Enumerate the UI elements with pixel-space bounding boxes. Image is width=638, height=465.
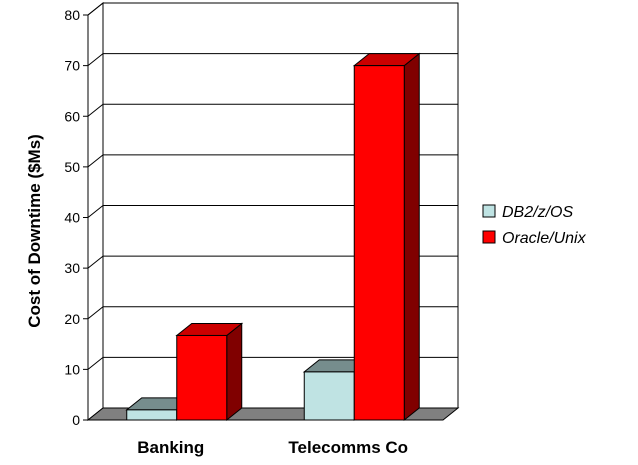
y-tick-label: 40 [64,210,80,226]
legend-swatch [482,204,496,218]
y-tick-label: 20 [64,311,80,327]
x-tick-label: Banking [137,438,204,457]
bar-db2-z-os-telecomms-co-front [303,371,355,421]
y-tick-label: 80 [64,7,80,23]
bar-oracle-unix-banking-front [176,334,228,421]
bar-oracle-unix-telecomms-co-side [403,52,420,422]
legend-item: Oracle/Unix [482,230,587,247]
gridline [87,306,104,320]
bar-db2-z-os-banking-front [126,409,178,421]
gridline [87,255,104,269]
y-tick-label: 10 [64,361,80,377]
y-tick-label: 70 [64,58,80,74]
gridline [87,103,104,117]
y-tick-label: 30 [64,260,80,276]
x-tick-label: Telecomms Co [288,438,408,457]
bars [125,52,421,422]
y-tick-label: 50 [64,159,80,175]
gridline [87,205,104,218]
legend-label: DB2/z/OS [502,204,573,221]
bar-oracle-unix-banking-side [226,322,243,422]
gridline [87,2,104,16]
bar-oracle-unix-telecomms-co [352,52,421,422]
bar-oracle-unix-banking [175,322,244,422]
legend-swatch [482,230,496,244]
y-tick-label: 0 [72,412,80,428]
gridline [87,53,104,67]
bar-oracle-unix-telecomms-co-front [353,65,405,421]
legend-item: DB2/z/OS [482,204,573,221]
gridline [87,154,104,168]
gridline [87,356,104,370]
y-axis: 0 10 20 30 40 50 60 70 80 [64,7,89,428]
legend: DB2/z/OS Oracle/Unix [482,204,587,247]
y-axis-title: Cost of Downtime ($Ms) [25,134,44,328]
legend-label: Oracle/Unix [502,230,587,247]
y-tick-label: 60 [64,108,80,124]
x-axis: Banking Telecomms Co [137,438,408,457]
